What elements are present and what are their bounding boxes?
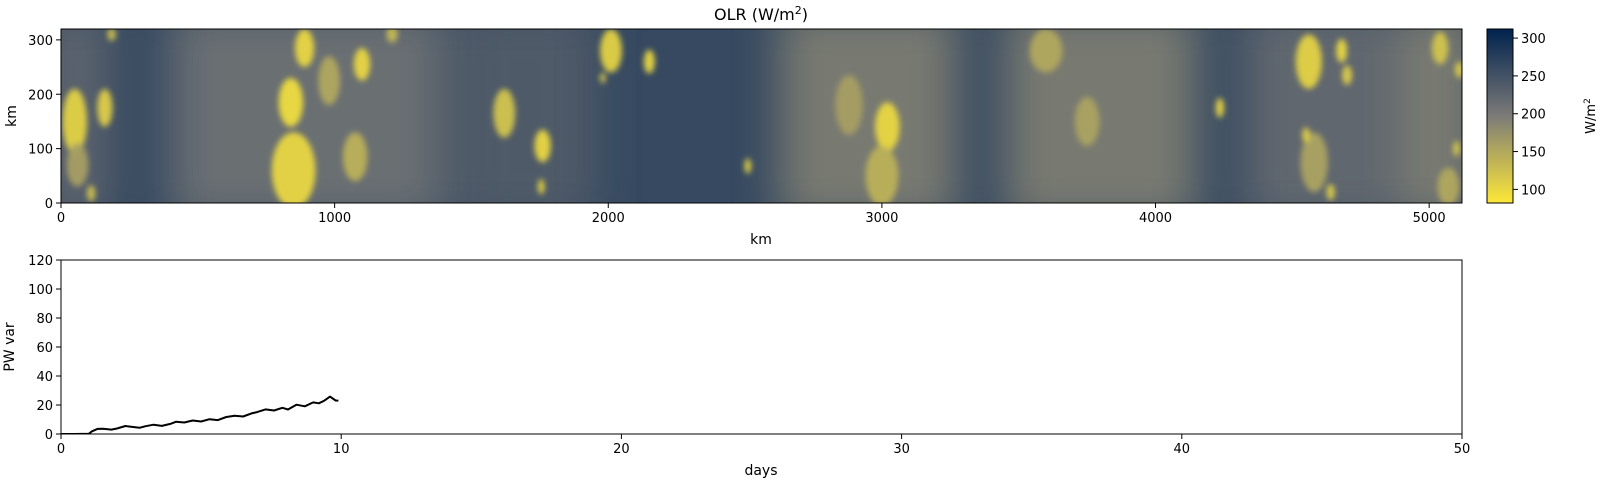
pw-y-label: PW var (2, 322, 18, 372)
y-tick-label: 100 (28, 283, 53, 298)
convective-cell (1300, 132, 1328, 193)
convective-cell (1295, 34, 1322, 89)
convective-cell (278, 77, 304, 127)
convective-cell (107, 29, 116, 41)
pw-y-axis: 0 20 40 60 80 100 120 (28, 254, 61, 443)
convective-cell (97, 88, 113, 127)
pw-x-label: days (744, 463, 777, 479)
pw-x-axis: 0 10 20 30 40 50 (57, 434, 1470, 457)
convective-cell (1326, 183, 1335, 201)
convective-cell (1336, 38, 1348, 63)
pw-panel: 0 10 20 30 40 50 0 20 40 60 80 100 120 days PW var (2, 254, 1470, 479)
olr-y-label: km (4, 105, 20, 127)
olr-heatmap (61, 29, 1462, 203)
y-tick-label: 0 (45, 197, 53, 212)
convective-cell (1029, 29, 1063, 73)
cloud-band (457, 29, 595, 203)
convective-cell (386, 29, 398, 43)
convective-cell (744, 158, 752, 174)
colorbar-tick-label: 300 (1521, 32, 1546, 47)
y-tick-label: 0 (45, 428, 53, 443)
x-tick-label: 0 (57, 211, 65, 226)
x-tick-label: 5000 (1413, 211, 1446, 226)
colorbar-tick-label: 150 (1521, 146, 1546, 161)
colorbar-label: W/m2 (1583, 98, 1599, 134)
x-tick-label: 50 (1454, 442, 1471, 457)
olr-axes-frame (60, 28, 1463, 204)
convective-cell (600, 29, 622, 73)
y-tick-label: 120 (28, 254, 53, 269)
colorbar-tick-label: 200 (1521, 108, 1546, 123)
colorbar-gradient (1487, 29, 1513, 203)
cloud-band (1244, 29, 1423, 203)
y-tick-label: 200 (28, 88, 53, 103)
convective-cell (1342, 65, 1352, 86)
convective-cell (1302, 127, 1310, 143)
x-tick-label: 40 (1174, 442, 1191, 457)
olr-title: OLR (W/m2) (714, 4, 808, 24)
convective-cell (1074, 96, 1100, 146)
convective-cell (835, 75, 863, 136)
olr-colorbar: 100 150 200 250 300 W/m2 (1486, 28, 1599, 204)
colorbar-tick-label: 250 (1521, 70, 1546, 85)
y-tick-label: 300 (28, 34, 53, 49)
olr-convective-cells (62, 29, 1462, 203)
x-tick-label: 0 (57, 442, 65, 457)
olr-y-axis: 0 100 200 300 (28, 34, 61, 212)
x-tick-label: 10 (333, 442, 350, 457)
x-tick-label: 1000 (318, 211, 351, 226)
convective-cell (643, 49, 655, 74)
convective-cell (1215, 98, 1224, 118)
convective-cell (342, 132, 368, 182)
convective-cell (875, 102, 900, 152)
x-tick-label: 4000 (1139, 211, 1172, 226)
colorbar-tick-label: 100 (1521, 183, 1546, 198)
y-tick-label: 20 (36, 399, 53, 414)
convective-cell (1455, 61, 1462, 78)
convective-cell (865, 145, 899, 203)
colorbar-frame (1486, 28, 1514, 204)
x-tick-label: 20 (613, 442, 630, 457)
convective-cell (318, 56, 341, 106)
y-tick-label: 80 (36, 312, 53, 327)
convective-cell (62, 88, 87, 155)
olr-x-label: km (750, 232, 772, 248)
convective-cell (353, 48, 371, 81)
x-tick-label: 2000 (592, 211, 625, 226)
convective-cell (600, 72, 606, 84)
x-tick-label: 30 (893, 442, 910, 457)
pw-var-series-line (61, 395, 339, 434)
convective-cell (271, 132, 316, 203)
convective-cell (537, 179, 545, 195)
convective-cell (534, 129, 551, 163)
convective-cell (1453, 141, 1460, 157)
y-tick-label: 60 (36, 341, 53, 356)
convective-cell (1431, 31, 1449, 65)
olr-panel: OLR (W/m2) 0 1000 2000 3000 4000 5000 0 100 200… (4, 4, 1599, 248)
convective-cell (1437, 167, 1460, 203)
olr-x-axis: 0 1000 2000 3000 4000 5000 (57, 203, 1446, 226)
convective-cell (294, 29, 315, 68)
convective-cell (86, 185, 96, 202)
x-tick-label: 3000 (865, 211, 898, 226)
convective-cell (493, 88, 516, 138)
y-tick-label: 100 (28, 143, 53, 158)
convective-cell (66, 143, 89, 187)
y-tick-label: 40 (36, 370, 53, 385)
pw-axes-background (61, 260, 1462, 434)
colorbar-ticks: 100 150 200 250 300 (1513, 32, 1546, 198)
